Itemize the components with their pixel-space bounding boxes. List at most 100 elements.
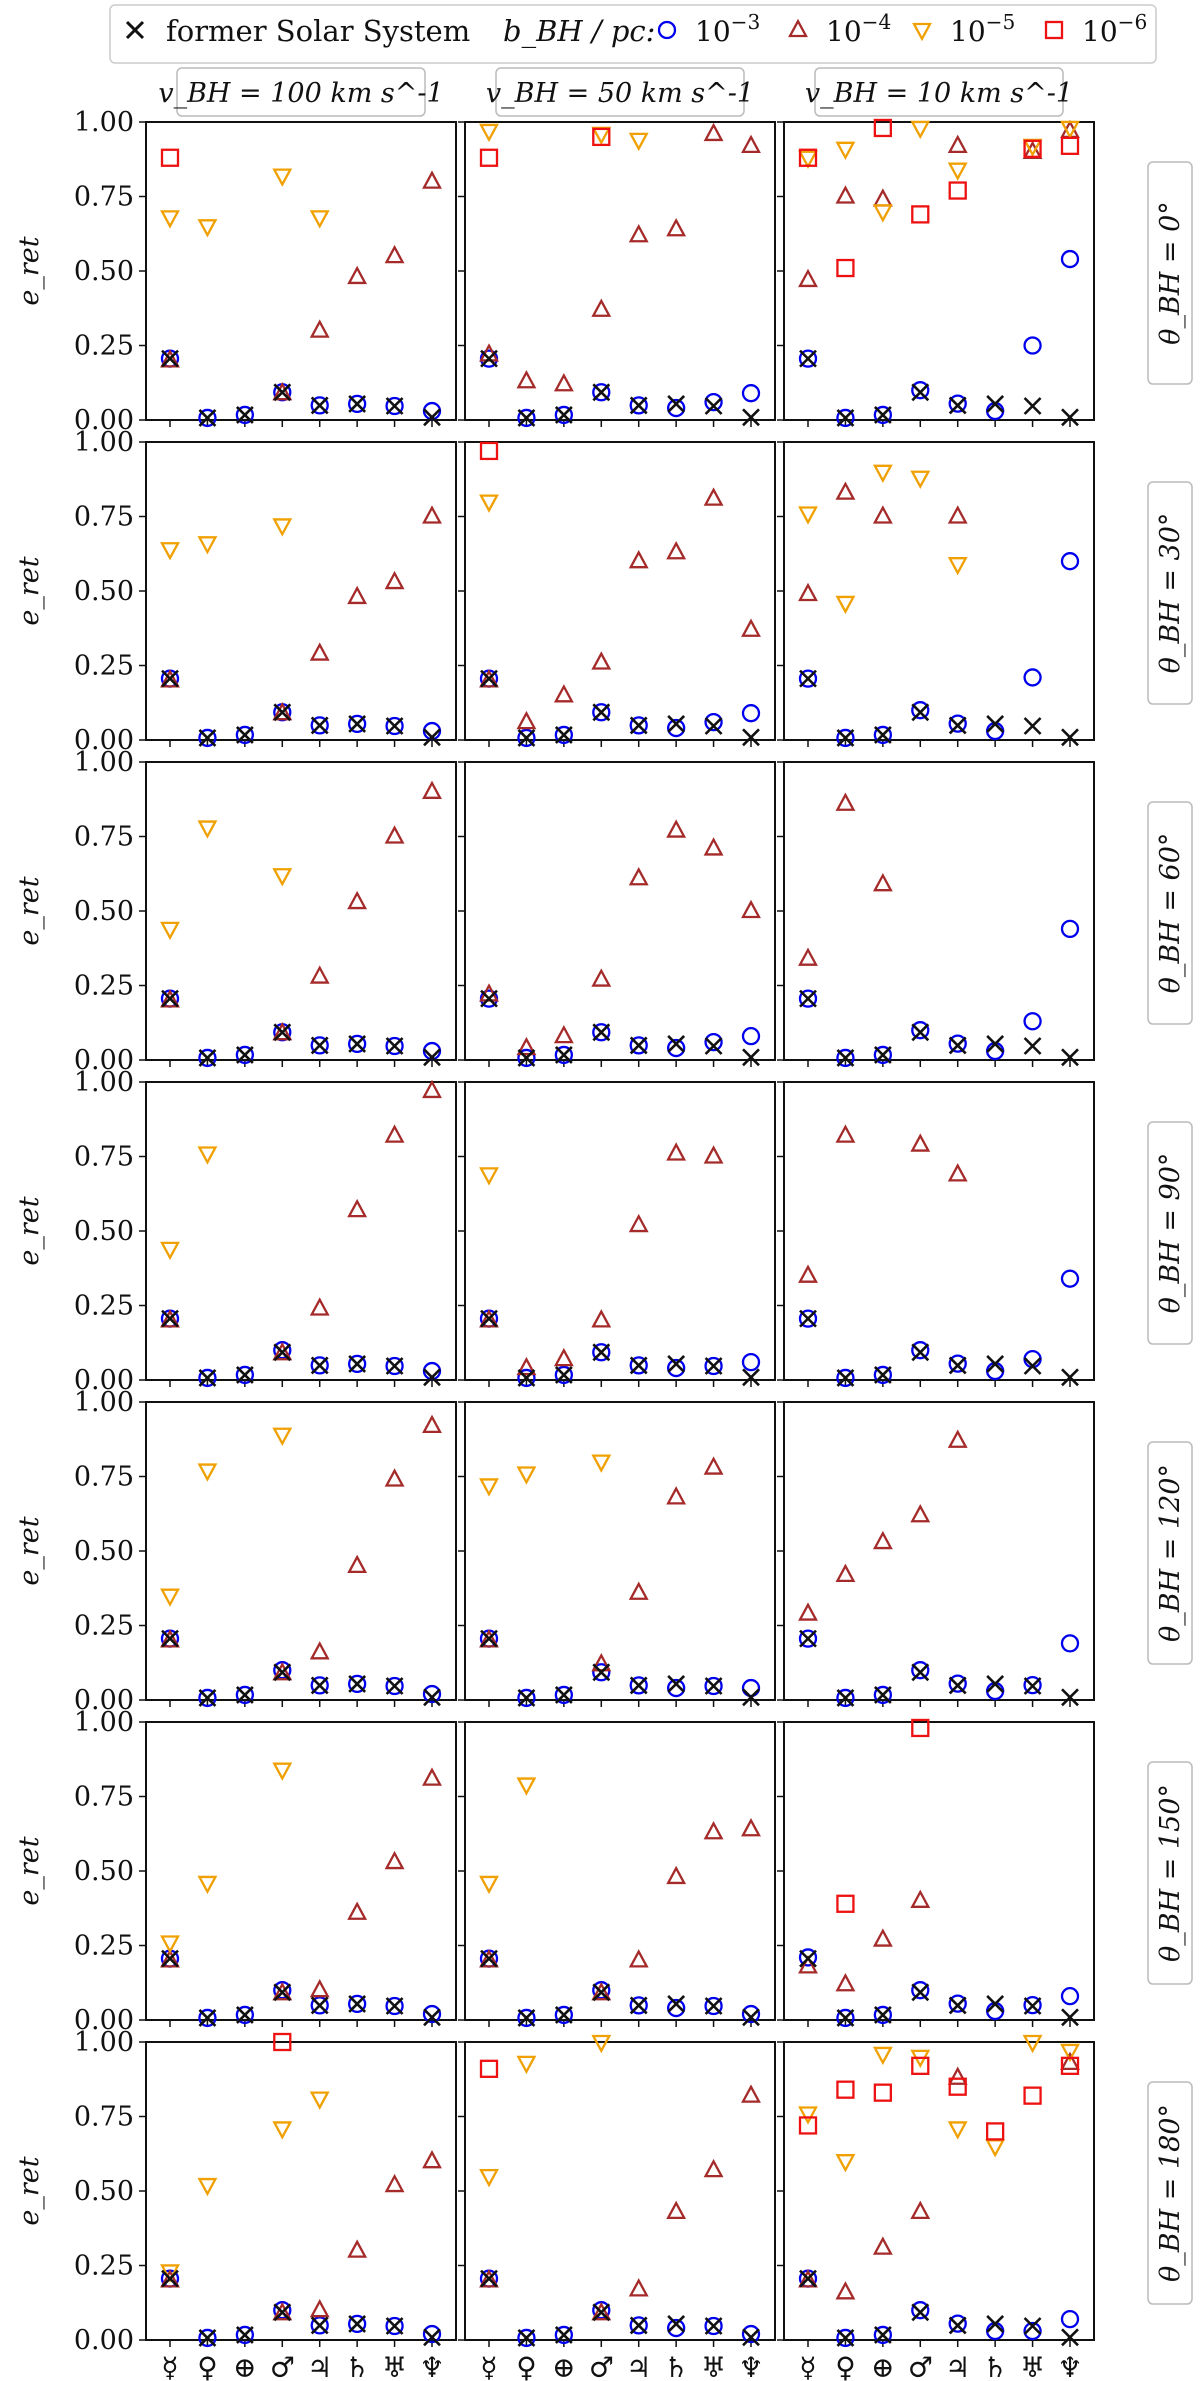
point-b3 [554,2005,574,2025]
point-former [629,1036,648,1055]
point-former [198,2008,217,2027]
point-b5 [272,1427,293,1446]
point-b3 [198,2328,217,2348]
point-b4 [479,669,499,688]
y-tick-label: 0.00 [74,1365,134,1396]
x-tick-label: ⊕ [871,2351,894,2381]
point-former [873,406,892,424]
point-b4 [628,1213,649,1233]
point-former [742,408,760,427]
point-former [742,1368,760,1387]
point-former [799,349,817,368]
row-header-box [1147,801,1193,1025]
point-former [235,1366,254,1384]
point-b4 [479,2269,499,2288]
panel-frame [783,1721,1095,2021]
row-header-label: θ_BH = 120° [1155,1464,1186,1642]
point-b5 [309,2091,330,2110]
legend-marker-b5 [912,22,932,42]
panel-r4-c1 [458,1401,776,1708]
point-b3 [1023,1675,1042,1695]
panel-frame [464,441,776,741]
point-former [592,1343,611,1362]
point-b3 [554,405,574,425]
point-b3 [1023,668,1042,687]
panel-r0-c2 [777,118,1095,428]
point-b4 [628,224,649,243]
column-header-1: v_BH = 50 km s^-1 [486,67,754,117]
point-b3 [629,1036,648,1055]
point-b3 [517,728,536,748]
point-former [423,1368,441,1387]
point-b4 [347,2239,368,2258]
point-former [273,703,292,722]
point-b3 [310,2316,329,2335]
row-header-0: θ_BH = 0° [1147,161,1193,385]
point-b4 [347,265,368,285]
point-b4 [835,1563,856,1582]
point-former [273,2303,292,2322]
point-former [517,1368,536,1387]
point-b3 [385,716,404,736]
point-b4 [422,1767,442,1786]
point-former [836,728,855,747]
point-former [423,1688,441,1707]
point-b4 [947,1163,968,1182]
point-b5 [872,464,893,484]
point-former [1061,1368,1079,1387]
row-header-1: θ_BH = 30° [1147,481,1193,705]
y-axis-label: e_ret [14,2156,45,2225]
point-b3 [836,1368,855,1388]
panel-frame [145,2041,457,2341]
point-former [161,1949,179,1968]
point-b3 [798,349,818,368]
x-tick-label: ♂ [589,2351,614,2381]
y-tick-label: 0.50 [74,1856,134,1887]
point-b4 [835,185,856,204]
column-header-2: v_BH = 10 km s^-1 [805,67,1073,117]
point-b4 [272,1981,293,2001]
panel-r4-c0: 0.00 0.25 0.50 0.75 1.00 e_ret [14,1387,457,1716]
point-former [873,1686,892,1704]
point-b4 [160,1309,180,1328]
point-former [667,1674,686,1693]
point-former [310,2316,329,2335]
point-b3 [347,714,367,734]
point-b6 [836,1894,855,1913]
point-b4 [835,1973,856,1992]
x-tick-label: ⊕ [233,2351,256,2381]
point-former [667,394,686,413]
point-b4 [872,505,893,524]
point-former [911,1663,930,1682]
point-b3 [741,1352,761,1372]
point-former [385,397,404,415]
point-former [799,669,817,688]
point-former [799,2269,817,2288]
point-b4 [666,1865,687,1885]
point-b6 [948,181,967,200]
panel-r2-c1 [458,761,776,1068]
point-b3 [629,1996,648,2015]
point-b3 [592,383,611,402]
point-b6 [873,118,893,138]
y-axis-label: e_ret [14,236,45,305]
legend-label-b5: 10−5 [950,10,1015,48]
row-header-label: θ_BH = 30° [1155,513,1186,674]
point-former [948,2316,967,2335]
column-header-0: v_BH = 100 km s^-1 [158,67,444,117]
legend-label-b4: 10−4 [826,10,891,48]
point-b3 [554,1045,574,1065]
point-b4 [1060,2051,1080,2071]
point-former [1023,397,1042,415]
point-b4 [628,867,649,886]
point-former [986,394,1005,413]
y-tick-label: 0.75 [74,182,134,213]
point-b3 [347,1994,367,2014]
point-former [873,1366,892,1384]
point-b3 [704,1356,723,1376]
point-b4 [160,989,180,1008]
point-former [480,1309,498,1328]
point-former [161,1309,179,1328]
point-b5 [516,1466,537,1485]
point-former [198,1048,217,1067]
